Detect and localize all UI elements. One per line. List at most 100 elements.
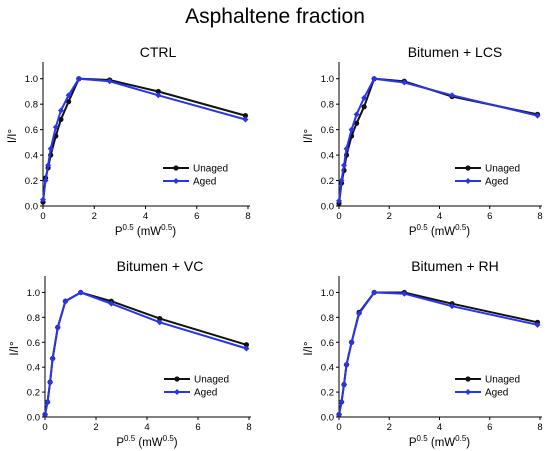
x-axis-label-part: (mW [428, 437, 456, 449]
data-point-aged [42, 177, 49, 184]
data-point-aged [371, 75, 378, 82]
y-tick-label: 0.4 [321, 151, 334, 162]
x-tick-label: 4 [143, 211, 148, 222]
data-point-aged [338, 177, 345, 184]
data-point-aged [106, 78, 113, 85]
data-point-aged [401, 290, 408, 297]
series-line-aged [338, 291, 538, 415]
y-tick-label: 1.0 [321, 74, 334, 85]
y-tick-label: 1.0 [321, 288, 334, 299]
legend-marker-aged [173, 178, 179, 184]
data-point-unaged [157, 316, 163, 322]
legend-label-unaged: Unaged [485, 375, 520, 386]
y-tick-label: 0.2 [27, 388, 40, 399]
legend-marker-unaged [173, 165, 179, 171]
x-axis-label: P0.5 (mW0.5) [115, 223, 176, 238]
data-point-aged [77, 289, 84, 296]
x-tick-label: 6 [487, 211, 492, 222]
x-tick-label: 4 [437, 211, 442, 222]
data-point-aged [57, 107, 64, 114]
data-point-aged [336, 197, 342, 204]
data-point-aged [108, 300, 115, 307]
x-tick-label: 4 [437, 422, 442, 433]
x-axis-label-part: 0.5 [124, 434, 136, 443]
x-axis-label-part: P [116, 437, 124, 449]
y-tick-label: 0.6 [321, 338, 334, 349]
x-tick-label: 0 [40, 211, 45, 222]
x-axis-label: P0.5 (mW0.5) [409, 223, 470, 238]
x-axis-label-part: 0.5 [417, 434, 429, 443]
legend-label-unaged: Unaged [485, 164, 520, 175]
figure-title: Asphaltene fraction [185, 5, 365, 28]
x-axis-label-part: ) [172, 226, 176, 238]
x-tick-label: 0 [42, 422, 47, 433]
x-axis-label-part: P [409, 226, 417, 238]
legend-marker-aged [465, 389, 471, 395]
data-point-aged [401, 79, 408, 86]
data-point-aged [356, 310, 363, 317]
x-tick-label: 8 [246, 422, 251, 433]
x-tick-label: 2 [387, 422, 392, 433]
data-point-aged [343, 361, 350, 368]
x-tick-label: 0 [336, 211, 341, 222]
data-point-aged [155, 92, 162, 99]
x-tick-label: 6 [194, 211, 199, 222]
data-point-aged [47, 145, 54, 152]
x-tick-label: 8 [537, 422, 542, 433]
data-point-aged [242, 116, 249, 123]
data-point-unaged [58, 116, 64, 123]
x-axis-label-part: ) [466, 437, 470, 449]
y-tick-label: 1.0 [27, 288, 40, 299]
x-tick-label: 6 [195, 422, 200, 433]
data-point-unaged [353, 120, 360, 126]
data-point-aged [343, 145, 350, 152]
x-axis-label-part: P [115, 226, 123, 238]
y-tick-label: 0.4 [27, 363, 40, 374]
legend-marker-unaged [465, 376, 471, 382]
data-point-aged [348, 126, 355, 133]
data-point-aged [534, 321, 541, 328]
panel-title: Bitumen + VC [117, 258, 204, 274]
panel-title: CTRL [140, 44, 177, 60]
chart-panel-2: Bitumen + LCS 0.0 0.2 0.4 0.6 0.8 1.0 0 2 4 6 8 I/I°… [303, 44, 543, 238]
y-tick-label: 1.0 [25, 74, 38, 85]
data-point-aged [338, 399, 345, 406]
y-tick-label: 0.4 [321, 363, 334, 374]
data-point-aged [52, 124, 59, 131]
y-tick-label: 0.8 [321, 100, 334, 111]
x-axis-label-part: (mW [135, 437, 163, 449]
legend-marker-aged [465, 178, 471, 184]
y-axis-label: I/I° [7, 129, 19, 143]
data-point-unaged [243, 342, 250, 348]
y-axis-label: I/I° [9, 341, 21, 355]
x-axis-label-part: (mW [134, 226, 162, 238]
y-tick-label: 0.2 [25, 176, 38, 187]
x-tick-label: 2 [93, 422, 98, 433]
data-point-aged [534, 112, 541, 119]
data-point-aged [75, 75, 82, 82]
chart-panel-3: Bitumen + VC 0.0 0.2 0.4 0.6 0.8 1.0 0 2 4 6 8 I/I° P… [9, 258, 252, 449]
x-tick-label: 8 [245, 211, 250, 222]
y-tick-label: 0.8 [321, 313, 334, 324]
data-point-aged [42, 411, 48, 418]
data-point-aged [44, 399, 51, 406]
data-point-aged [449, 303, 456, 310]
y-axis-label: I/I° [303, 341, 315, 355]
data-point-aged [47, 379, 54, 386]
x-tick-label: 2 [387, 211, 392, 222]
data-point-unaged [66, 99, 72, 105]
x-axis-label-part: 0.5 [417, 223, 429, 232]
data-point-aged [65, 92, 72, 99]
legend-label-unaged: Unaged [194, 375, 229, 386]
data-point-aged [341, 381, 348, 388]
x-axis-label-part: P [409, 437, 417, 449]
data-point-unaged [242, 113, 249, 119]
data-point-aged [361, 94, 368, 101]
x-axis-label-part: 0.5 [455, 434, 467, 443]
y-tick-label: 0.2 [321, 388, 334, 399]
data-point-aged [449, 92, 456, 99]
legend-marker-unaged [465, 165, 471, 171]
y-tick-label: 0.6 [321, 125, 334, 136]
